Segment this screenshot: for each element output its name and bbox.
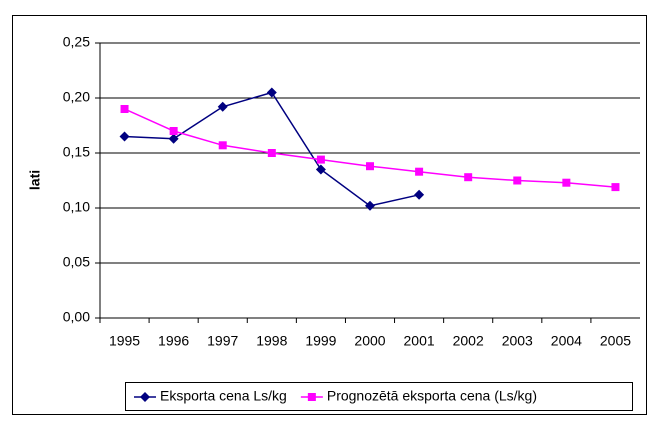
marker (169, 127, 178, 135)
y-tick-label: 0,25 (63, 34, 90, 50)
marker (415, 167, 424, 176)
marker (414, 189, 425, 200)
y-tick-label: 0,15 (63, 144, 90, 160)
x-tick-label: 1997 (207, 333, 238, 349)
marker (218, 141, 227, 150)
y-tick-label: 0,05 (63, 254, 90, 270)
y-tick-label: 0,20 (63, 89, 90, 105)
x-tick-label: 2001 (404, 333, 435, 349)
marker (562, 178, 571, 187)
x-tick-label: 1999 (305, 333, 336, 349)
marker (307, 393, 316, 401)
marker (267, 149, 276, 157)
marker (315, 164, 326, 175)
marker (611, 183, 620, 192)
marker (316, 155, 325, 164)
chart-frame (12, 15, 647, 415)
x-tick-label: 2000 (354, 333, 385, 349)
marker (217, 101, 228, 112)
legend-label: Eksporta cena Ls/kg (160, 388, 287, 404)
marker (120, 105, 129, 113)
x-tick-label: 2003 (502, 333, 533, 349)
marker (119, 131, 130, 142)
marker (464, 173, 473, 182)
marker (513, 176, 522, 185)
x-tick-label: 1996 (158, 333, 189, 349)
marker (140, 392, 150, 402)
marker (266, 87, 277, 98)
legend-label: Prognozētā eksporta cena (Ls/kg) (327, 388, 537, 404)
marker (168, 133, 179, 144)
x-tick-label: 2005 (600, 333, 631, 349)
x-tick-label: 2002 (453, 333, 484, 349)
y-axis-label: lati (27, 170, 43, 190)
x-tick-label: 1995 (109, 333, 140, 349)
marker (366, 162, 374, 171)
y-tick-label: 0,00 (63, 309, 90, 325)
marker (365, 200, 375, 211)
x-tick-label: 2004 (551, 333, 582, 349)
x-tick-label: 1998 (256, 333, 287, 349)
legend-box (125, 382, 633, 411)
y-tick-label: 0,10 (63, 199, 90, 215)
